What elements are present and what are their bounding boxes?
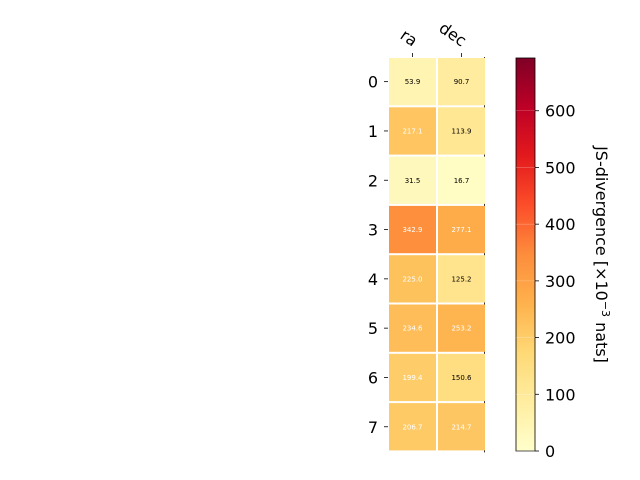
colorbar-label-unit: nats] xyxy=(592,317,611,363)
heatmap-cell xyxy=(389,304,436,352)
colorbar-tick-label: 500 xyxy=(545,158,576,177)
colorbar: 0 100 200 300 400 500 600 JS-divergence [×10−3… xyxy=(515,57,613,461)
y-tick-label: 1 xyxy=(368,122,378,141)
heatmap-cell xyxy=(389,255,436,303)
cell-value-label: 253.2 xyxy=(451,325,471,333)
heatmap-grid: 53.9 90.7 217.1 113.9 31.5 16.7 342.9 277.1 225.… xyxy=(368,18,485,453)
cell-value-label: 206.7 xyxy=(402,423,422,431)
y-tick-label: 4 xyxy=(368,270,378,289)
y-tick-label: 7 xyxy=(368,418,378,437)
colorbar-tick-label: 400 xyxy=(545,215,576,234)
heatmap-cell xyxy=(438,156,485,204)
cell-value-label: 125.2 xyxy=(451,275,471,283)
heatmap-cell xyxy=(438,107,485,155)
y-tick-label: 6 xyxy=(368,368,378,387)
colorbar-ticks: 0 100 200 300 400 500 600 xyxy=(516,102,576,461)
cell-value-label: 234.6 xyxy=(402,325,423,333)
x-tick-label: dec xyxy=(436,18,470,50)
heatmap-cell xyxy=(438,255,485,303)
cell-value-label: 225.0 xyxy=(402,275,422,283)
heatmap-cell xyxy=(438,353,485,402)
colorbar-label: JS-divergence [×10−3 nats] xyxy=(592,145,613,363)
y-tick-label: 0 xyxy=(368,73,378,92)
colorbar-tick-label: 100 xyxy=(545,385,576,404)
heatmap-cell xyxy=(438,205,485,254)
colorbar-label-main: JS-divergence [×10 xyxy=(592,145,611,301)
heatmap-cell xyxy=(438,304,485,352)
heatmap-cell xyxy=(389,353,436,402)
heatmap-cell xyxy=(389,156,436,204)
heatmap-cell xyxy=(438,403,485,451)
cell-value-label: 217.1 xyxy=(402,127,422,135)
cell-value-label: 277.1 xyxy=(451,226,471,234)
colorbar-tick-label: 200 xyxy=(545,329,576,348)
colorbar-tick-label: 0 xyxy=(545,442,555,461)
heatmap-cell xyxy=(389,205,436,254)
cell-value-label: 342.9 xyxy=(402,226,422,234)
cell-value-label: 214.7 xyxy=(451,423,471,431)
cell-value-label: 31.5 xyxy=(405,177,421,185)
heatmap-cell xyxy=(389,58,436,106)
colorbar-label-exponent: −3 xyxy=(600,301,613,317)
cell-value-label: 90.7 xyxy=(454,78,470,86)
heatmap-cell xyxy=(389,403,436,451)
cell-value-label: 199.4 xyxy=(402,374,423,382)
cell-value-label: 113.9 xyxy=(451,127,471,135)
colorbar-tick-label: 600 xyxy=(545,102,576,121)
heatmap-cell xyxy=(438,58,485,106)
cell-value-label: 150.6 xyxy=(451,374,472,382)
y-tick-label: 3 xyxy=(368,221,378,240)
y-tick-label: 2 xyxy=(368,171,378,190)
heatmap-cell xyxy=(389,107,436,155)
colorbar-gradient xyxy=(515,57,536,452)
colorbar-tick-label: 300 xyxy=(545,272,576,291)
y-tick-label: 5 xyxy=(368,319,378,338)
cell-value-label: 53.9 xyxy=(405,78,421,86)
x-tick-label: ra xyxy=(397,25,421,50)
cell-value-label: 16.7 xyxy=(454,177,470,185)
